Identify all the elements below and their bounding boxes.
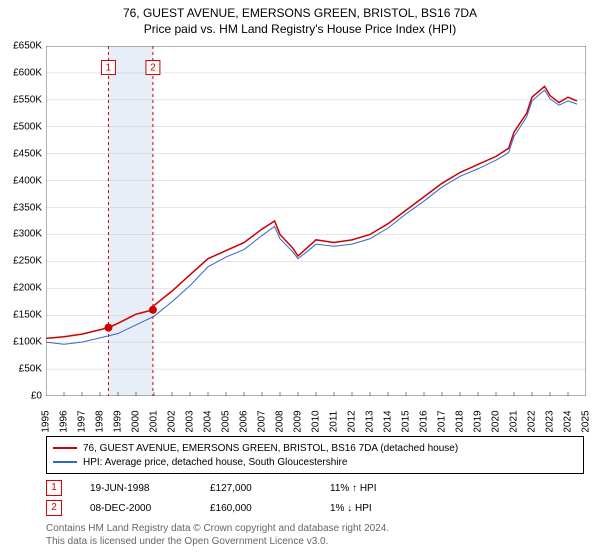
y-tick-label: £200K (13, 283, 42, 294)
x-tick-label: 1997 (77, 410, 88, 432)
x-tick-label: 1998 (95, 410, 106, 432)
transaction-date-0: 19-JUN-1998 (90, 483, 210, 494)
x-tick-label: 2010 (311, 410, 322, 432)
y-tick-label: £100K (13, 337, 42, 348)
y-tick-label: £150K (13, 310, 42, 321)
attribution-line1: Contains HM Land Registry data © Crown c… (46, 522, 389, 535)
y-tick-label: £300K (13, 229, 42, 240)
legend-swatch-0 (53, 447, 77, 449)
y-tick-label: £350K (13, 202, 42, 213)
transaction-price-0: £127,000 (210, 483, 330, 494)
y-tick-label: £400K (13, 175, 42, 186)
x-tick-label: 2017 (437, 410, 448, 432)
transactions-area: 1 19-JUN-1998 £127,000 11% ↑ HPI 2 08-DE… (46, 478, 584, 518)
transaction-badge-1: 2 (46, 500, 62, 516)
chart-container: 76, GUEST AVENUE, EMERSONS GREEN, BRISTO… (0, 0, 600, 560)
transaction-badge-0: 1 (46, 480, 62, 496)
x-tick-label: 2019 (473, 410, 484, 432)
x-tick-label: 2003 (185, 410, 196, 432)
x-tick-label: 2012 (347, 410, 358, 432)
title-sub: Price paid vs. HM Land Registry's House … (0, 22, 600, 36)
x-tick-label: 2001 (149, 410, 160, 432)
x-tick-label: 2022 (527, 410, 538, 432)
x-tick-label: 2013 (365, 410, 376, 432)
x-tick-label: 1995 (41, 410, 52, 432)
x-tick-label: 2025 (581, 410, 592, 432)
x-tick-label: 2000 (131, 410, 142, 432)
x-tick-label: 2008 (275, 410, 286, 432)
attribution-line2: This data is licensed under the Open Gov… (46, 535, 389, 548)
legend-row-1: HPI: Average price, detached house, Sout… (53, 455, 577, 469)
x-tick-label: 2004 (203, 410, 214, 432)
legend-swatch-1 (53, 461, 77, 463)
x-tick-label: 2023 (545, 410, 556, 432)
y-tick-label: £550K (13, 94, 42, 105)
transaction-row-1: 2 08-DEC-2000 £160,000 1% ↓ HPI (46, 498, 584, 518)
y-tick-label: £650K (13, 41, 42, 52)
y-tick-label: £600K (13, 67, 42, 78)
legend-label-0: 76, GUEST AVENUE, EMERSONS GREEN, BRISTO… (83, 443, 458, 454)
y-tick-label: £0 (31, 391, 42, 402)
x-tick-label: 2011 (329, 411, 340, 433)
legend-box: 76, GUEST AVENUE, EMERSONS GREEN, BRISTO… (46, 436, 584, 474)
y-tick-label: £50K (19, 364, 42, 375)
x-tick-label: 2007 (257, 410, 268, 432)
x-tick-label: 2006 (239, 410, 250, 432)
transaction-pct-1: 1% ↓ HPI (330, 503, 450, 514)
x-tick-label: 2002 (167, 410, 178, 432)
x-tick-label: 1999 (113, 410, 124, 432)
x-tick-label: 1996 (59, 410, 70, 432)
attribution: Contains HM Land Registry data © Crown c… (46, 522, 389, 548)
title-main: 76, GUEST AVENUE, EMERSONS GREEN, BRISTO… (0, 6, 600, 20)
chart-svg: 12 (46, 46, 586, 396)
chart-area: 12 £0£50K£100K£150K£200K£250K£300K£350K£… (46, 46, 586, 396)
x-tick-label: 2005 (221, 410, 232, 432)
x-tick-label: 2016 (419, 410, 430, 432)
x-tick-label: 2014 (383, 410, 394, 432)
y-tick-label: £250K (13, 256, 42, 267)
transaction-date-1: 08-DEC-2000 (90, 503, 210, 514)
x-tick-label: 2018 (455, 410, 466, 432)
y-tick-label: £500K (13, 121, 42, 132)
transaction-pct-0: 11% ↑ HPI (330, 483, 450, 494)
x-tick-label: 2020 (491, 410, 502, 432)
x-tick-label: 2021 (509, 410, 520, 432)
svg-text:2: 2 (150, 63, 156, 74)
x-tick-label: 2015 (401, 410, 412, 432)
title-block: 76, GUEST AVENUE, EMERSONS GREEN, BRISTO… (0, 0, 600, 36)
x-tick-label: 2024 (563, 410, 574, 432)
svg-text:1: 1 (106, 63, 112, 74)
legend-row-0: 76, GUEST AVENUE, EMERSONS GREEN, BRISTO… (53, 441, 577, 455)
legend-label-1: HPI: Average price, detached house, Sout… (83, 457, 347, 468)
x-tick-label: 2009 (293, 410, 304, 432)
transaction-row-0: 1 19-JUN-1998 £127,000 11% ↑ HPI (46, 478, 584, 498)
y-tick-label: £450K (13, 148, 42, 159)
transaction-price-1: £160,000 (210, 503, 330, 514)
